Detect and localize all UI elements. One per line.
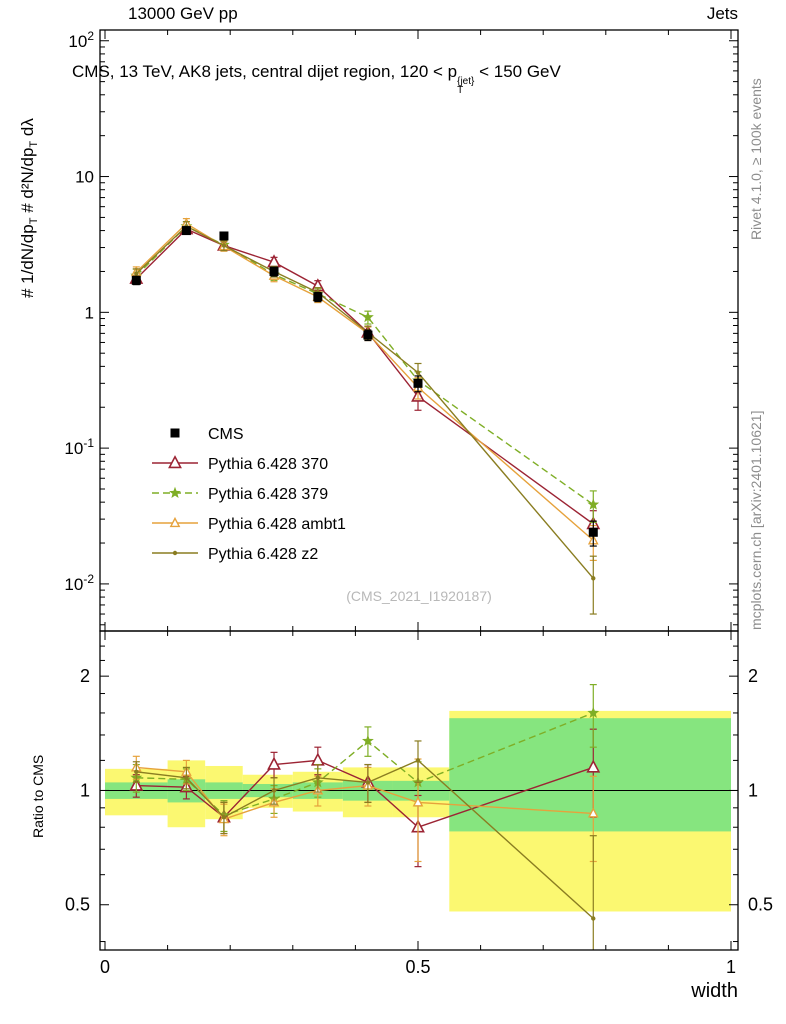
y-axis-label-part: # d²N/dp bbox=[18, 147, 37, 218]
uncertainty-bands bbox=[105, 710, 731, 912]
header-analysis-group: Jets bbox=[706, 4, 738, 23]
rivet-version-note: Rivet 4.1.0, ≥ 100k events bbox=[748, 78, 764, 240]
series-CMS-reference bbox=[131, 226, 598, 547]
main-y-tick-label: 1 bbox=[85, 303, 94, 322]
ratio-y-tick-label: 1 bbox=[80, 780, 90, 800]
legend-label: Pythia 6.428 z2 bbox=[208, 546, 318, 563]
axis-ticks bbox=[100, 30, 738, 950]
y-axis-label-part: dλ bbox=[18, 118, 37, 141]
legend-label: Pythia 6.428 379 bbox=[208, 486, 328, 503]
main-y-tick-label: 10-2 bbox=[64, 572, 94, 594]
ratio-Pythia 6.428 z2 bbox=[132, 740, 597, 950]
y-axis-label: # 1/dN/dpT # d²N/dpT dλ bbox=[18, 118, 40, 298]
plot-title-pre: CMS, 13 TeV, AK8 jets, central dijet reg… bbox=[72, 62, 458, 81]
ratio-y-tick-label-right: 1 bbox=[748, 780, 758, 800]
plot-title-post: < 150 GeV bbox=[479, 62, 561, 81]
x-tick-label: 0 bbox=[100, 957, 110, 977]
legend: CMS Pythia 6.428 370 Pythia 6.428 379 Pythi… bbox=[152, 426, 346, 563]
y-axis-label-part: # 1/dN/dp bbox=[18, 224, 37, 298]
legend-item-CMS: CMS bbox=[170, 426, 244, 443]
ratio-y-tick-label: 2 bbox=[80, 666, 90, 686]
ratio-series bbox=[129, 684, 601, 950]
series-Pythia 6.428 z2 bbox=[132, 221, 597, 615]
ratio-y-tick-label: 0.5 bbox=[65, 895, 90, 915]
main-y-tick-label: 10-1 bbox=[64, 436, 94, 458]
series-Pythia 6.428 370 bbox=[129, 221, 601, 542]
mcplots-reference-note: mcplots.cern.ch [arXiv:2401.10621] bbox=[748, 410, 764, 630]
watermark: (CMS_2021_I1920187) bbox=[346, 588, 492, 604]
x-tick-label: 0.5 bbox=[405, 957, 430, 977]
ratio-y-tick-label-right: 2 bbox=[748, 666, 758, 686]
legend-label: CMS bbox=[208, 426, 244, 443]
legend-item-Pythia 6.428 ambt1: Pythia 6.428 ambt1 bbox=[152, 516, 346, 533]
x-axis-label: width bbox=[690, 980, 738, 1002]
legend-item-Pythia 6.428 z2: Pythia 6.428 z2 bbox=[152, 546, 318, 563]
ratio-axis-label: Ratio to CMS bbox=[30, 754, 46, 838]
y-axis-label-sub: T bbox=[28, 217, 40, 225]
main-panel-frame bbox=[99, 29, 739, 632]
plot-title: CMS, 13 TeV, AK8 jets, central dijet reg… bbox=[72, 62, 561, 96]
plot-title-sub: T bbox=[457, 85, 464, 96]
series-Pythia 6.428 ambt1 bbox=[130, 217, 599, 561]
legend-item-Pythia 6.428 370: Pythia 6.428 370 bbox=[152, 455, 328, 473]
plot-title-sup: {jet} bbox=[457, 76, 475, 87]
legend-label: Pythia 6.428 ambt1 bbox=[208, 516, 346, 533]
x-tick-label: 1 bbox=[726, 957, 736, 977]
legend-item-Pythia 6.428 379: Pythia 6.428 379 bbox=[152, 486, 328, 503]
plot-title-script: {jet} T bbox=[457, 76, 475, 96]
main-y-tick-label: 10 bbox=[75, 168, 94, 187]
main-y-tick-label: 102 bbox=[68, 29, 94, 51]
legend-label: Pythia 6.428 370 bbox=[208, 456, 328, 473]
axis-tick-labels: 102 10 1 10-1 10-2 2 2 1 1 0.5 0.5 0 0.5 1 width bbox=[64, 29, 773, 1002]
ratio-y-tick-label-right: 0.5 bbox=[748, 895, 773, 915]
y-axis-label-sub: T bbox=[28, 140, 40, 148]
main-series bbox=[129, 217, 601, 615]
header-beam-energy: 13000 GeV pp bbox=[128, 4, 238, 23]
